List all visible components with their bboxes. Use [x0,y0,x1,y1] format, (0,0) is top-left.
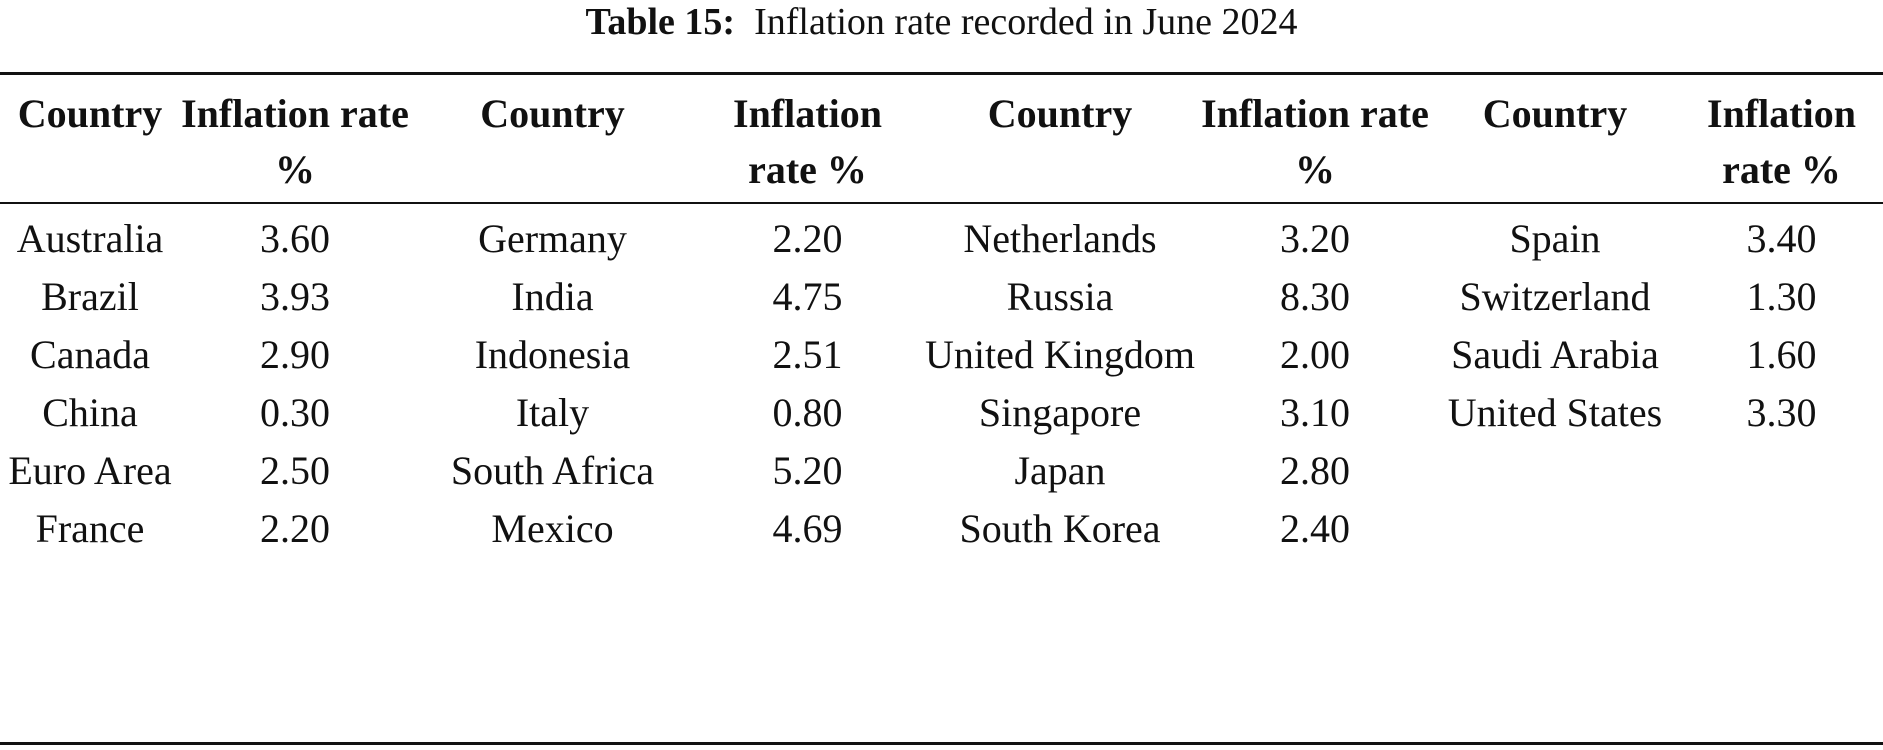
country-cell: Japan [1014,448,1106,493]
country-cell: Mexico [491,506,614,551]
country-cell: China [42,390,138,435]
rate-cell: 3.10 [1280,390,1350,435]
header-row: Country Inflation rate % Country Inflati… [0,72,1883,202]
country-cell: India [511,274,594,319]
table-caption: Table 15: Inflation rate recorded in Jun… [0,0,1883,44]
inflation-table: Country Inflation rate % Country Inflati… [0,72,1883,558]
caption-text: Inflation rate recorded in June 2024 [754,1,1298,43]
rate-cell: 2.20 [260,506,330,551]
country-cell: Canada [30,332,150,377]
table-row: Canada 2.90 Indonesia 2.51 United Kingdo… [0,326,1883,384]
table-row: Brazil 3.93 India 4.75 Russia 8.30 Switz… [0,268,1883,326]
table-top-rule [0,72,1883,75]
rate-cell: 3.40 [1746,216,1817,261]
country-cell: Brazil [41,274,139,319]
country-cell [1430,442,1680,500]
header-cell: Country [987,91,1133,136]
rate-cell [1680,442,1883,500]
country-cell: Australia [16,216,164,261]
caption-label: Table 15: [585,1,736,43]
rate-cell: 5.20 [772,448,843,493]
header-cell: Inflation rate % [733,91,882,192]
country-cell: United States [1447,390,1663,435]
rate-cell: 2.20 [772,216,843,261]
country-cell: South Korea [959,506,1161,551]
header-cell: Inflation rate % [181,91,409,192]
rate-cell: 0.80 [772,390,843,435]
table-row: China 0.30 Italy 0.80 Singapore 3.10 Uni… [0,384,1883,442]
table-bottom-rule [0,742,1883,745]
country-cell: South Africa [450,448,655,493]
country-cell: France [35,506,145,551]
header-cell: Country [17,91,163,136]
country-cell: Italy [515,390,590,435]
rate-cell: 3.20 [1280,216,1350,261]
country-cell: Germany [478,216,627,261]
header-cell: Inflation rate % [1707,91,1856,192]
header-cell: Inflation rate % [1201,91,1429,192]
rate-cell: 2.90 [260,332,330,377]
header-cell: Country [1482,91,1628,136]
rate-cell: 2.40 [1280,506,1350,551]
rate-cell: 2.00 [1280,332,1350,377]
country-cell [1430,500,1680,558]
rate-cell: 2.80 [1280,448,1350,493]
rate-cell: 2.51 [772,332,843,377]
rate-cell: 8.30 [1280,274,1350,319]
country-cell: Netherlands [963,216,1157,261]
country-cell: Spain [1509,216,1601,261]
header-cell: Country [480,91,625,136]
rate-cell: 3.93 [260,274,330,319]
country-cell: United Kingdom [925,332,1195,377]
rate-cell: 1.60 [1746,332,1817,377]
table-row: France 2.20 Mexico 4.69 South Korea 2.40 [0,500,1883,558]
country-cell: Switzerland [1459,274,1651,319]
rate-cell [1680,500,1883,558]
table-row: Australia 3.60 Germany 2.20 Netherlands … [0,202,1883,268]
rate-cell: 4.75 [772,274,843,319]
rate-cell: 3.30 [1746,390,1817,435]
rate-cell: 3.60 [260,216,330,261]
table-row: Euro Area 2.50 South Africa 5.20 Japan 2… [0,442,1883,500]
country-cell: Indonesia [474,332,631,377]
country-cell: Saudi Arabia [1451,332,1659,377]
rate-cell: 4.69 [772,506,843,551]
rate-cell: 2.50 [260,448,330,493]
country-cell: Russia [1006,274,1114,319]
country-cell: Singapore [978,390,1142,435]
rate-cell: 0.30 [260,390,330,435]
country-cell: Euro Area [8,448,172,493]
table-header-rule [0,202,1883,204]
rate-cell: 1.30 [1746,274,1817,319]
